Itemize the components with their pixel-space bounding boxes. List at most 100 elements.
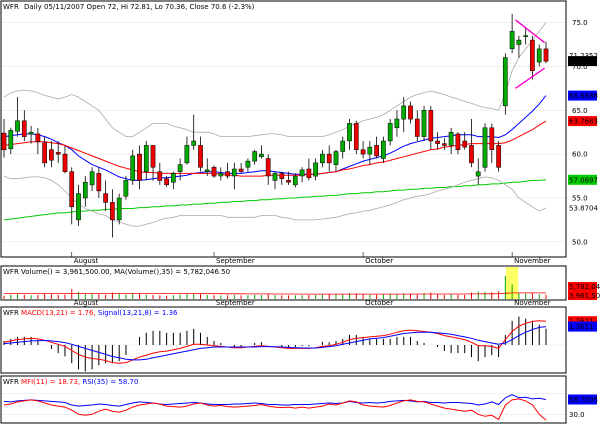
candle-body [35,133,41,143]
candle-body [523,35,529,37]
price-value-tag-box [568,174,597,185]
price-x-labels: August September October November [71,252,551,265]
month-label: November [514,257,551,265]
candle-body [103,193,108,203]
price-tick-label: 65.0 [572,107,588,115]
candle-body [502,57,508,107]
volume-panel: 5,782,046.503,961,500.00 August September… [0,265,600,307]
price-trendlines [515,19,546,89]
candle-body [381,140,386,159]
candle-body [89,171,95,186]
candle-body [347,123,352,142]
candle-body [238,168,244,172]
candle-body [96,173,102,192]
price-value-tag-label: 53.8704 [569,204,598,212]
candle-body [130,155,136,181]
candle-body [435,140,440,144]
legend-part: WFR [3,378,21,386]
volume-value-tag-box [568,291,597,300]
candle-body [509,31,515,50]
candle-body [367,146,373,155]
candle-body [157,171,163,181]
price-value-tag-box [568,202,597,213]
mfi-line [3,398,547,421]
candle-body [21,120,27,137]
legend-part: MA(Volume(),35) = 5,782,046.50 [114,268,230,276]
candle-body [8,130,14,150]
candle-body [299,169,305,177]
candle-body [231,168,237,177]
mfi-rsi-lines [3,394,547,421]
candle-body [252,151,258,162]
candle-body [387,123,393,142]
candle-body [353,123,359,150]
candle-body [448,131,454,146]
candle-body [49,149,54,161]
candle-body [164,178,169,186]
candle-body [137,153,142,181]
price-value-tag-box [568,56,597,67]
candle-body [469,145,474,164]
candle-body [82,181,88,199]
candle-body [516,39,522,45]
legend-part: RSI(35) = 58.70 [82,378,138,386]
macd-histogram [3,316,547,372]
legend-part: Volume() = 3,961,500.00, [21,268,114,276]
price-candles [1,13,549,238]
candle-body [265,158,271,177]
price-value-tag-box [568,90,597,101]
month-label: August [74,299,99,307]
candle-body [272,173,278,181]
candle-body [191,140,197,146]
candle-body [279,173,285,179]
candle-body [394,118,400,129]
candle-body [414,118,420,137]
price-panel: 50.055.060.065.070.075.0 71.235270.666.6… [0,0,598,265]
mfi-rsi-panel-frame [0,375,567,424]
price-value-tag-label: 70.6 [569,58,585,66]
legend-part: MFI(11) = 18.73, [21,378,82,386]
price-tick-label: 50.0 [572,238,588,246]
chart-header: WFR Daily 05/11/2007 Open 72, Hi 72.81, … [3,3,255,11]
month-label: September [216,299,255,307]
volume-bars [3,267,547,299]
macd-lines [3,320,547,364]
candle-body [286,180,291,183]
candle-body [455,133,461,150]
legend-part: WFR [3,309,21,317]
price-grid [2,22,565,243]
candle-body [482,127,488,168]
macd-value-tag-box [568,321,597,332]
legend-part: MACD(13,21) = 1.76, [21,309,98,317]
price-value-tag-label: 66.6688 [569,92,598,100]
macd-value-tag-label: 1.3611 [569,323,594,331]
trendline [515,67,546,89]
price-tick-label: 75.0 [572,19,588,27]
volume-legend: WFR Volume() = 3,961,500.00, MA(Volume()… [3,268,230,276]
macd-panel-frame [0,306,567,374]
candle-body [177,164,183,172]
candle-body [198,145,203,168]
candle-body [326,153,332,164]
candle-body [110,202,115,221]
price-tick-label: 70.0 [572,63,588,71]
legend-part: WFR [3,268,21,276]
header-symbol: WFR [3,3,19,11]
candle-body [225,171,230,177]
candle-body [15,120,20,132]
macd-panel: 1.76211.3611 WFR MACD(13,21) = 1.76, Sig… [0,306,597,374]
macd-value-tags: 1.76211.3611 [568,316,597,332]
candle-body [374,145,379,157]
candle-body [55,152,61,155]
volume-ma-line [4,292,547,295]
macd-value-tag-box [568,316,597,327]
oscillator-value-tag-box [568,394,597,405]
oscillator-value-tag-label: 30.0 [569,411,585,419]
candle-body [360,149,366,155]
price-value-tag-label: 57.0697 [569,176,598,184]
price-value-tag-box [568,116,597,127]
candle-body [69,171,75,208]
month-label: September [216,257,255,265]
mfi-rsi-panel: 58.7005 30.0 WFR MFI(11) = 18.73, RSI(35)… [0,375,598,424]
